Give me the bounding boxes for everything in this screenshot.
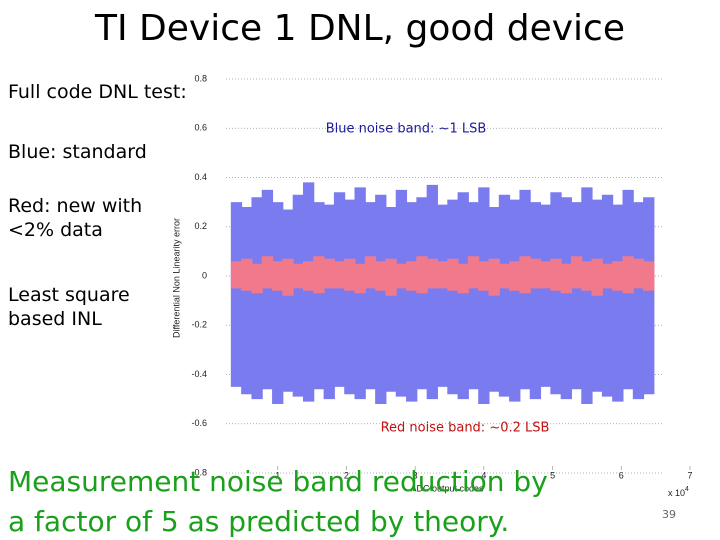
annotation: Blue noise band: ~1 LSB [326, 122, 487, 137]
x-scale: x 104 [668, 486, 689, 499]
y-tick-label: -0.2 [191, 320, 207, 330]
note: Blue: standard [8, 141, 147, 163]
y-tick-label: 0.6 [194, 123, 207, 133]
note: Red: new with <2% data [8, 195, 143, 241]
x-tick-label: 3 [413, 470, 418, 480]
x-tick-label: 7 [687, 470, 692, 480]
y-tick-label: -0.4 [191, 369, 207, 379]
x-tick-label: 4 [481, 470, 486, 480]
conclusion: Measurement noise band reduction by a fa… [8, 465, 548, 538]
page-number: 39 [662, 508, 676, 521]
y-tick-label: 0.8 [194, 73, 207, 83]
y-tick-label: -0.6 [191, 418, 207, 428]
x-scale-exponent: 4 [685, 486, 689, 493]
slide-title: TI Device 1 DNL, good device [95, 8, 625, 49]
y-axis-label: Differential Non Linearity error [171, 218, 181, 338]
x-tick-label: 1 [275, 470, 280, 480]
y-tick-label: 0 [202, 270, 207, 280]
x-axis-label: ADC output codes [410, 483, 484, 493]
series [230, 256, 655, 296]
series [230, 182, 655, 405]
note: Least square based INL [8, 284, 130, 330]
x-tick-label: 2 [344, 470, 349, 480]
x-tick-label: 6 [619, 470, 624, 480]
y-tick-label: -0.8 [191, 467, 207, 477]
x-scale-base: x 10 [668, 488, 685, 498]
note: Full code DNL test: [8, 81, 187, 103]
y-tick-label: 0.2 [194, 221, 207, 231]
x-tick-label: 5 [550, 470, 555, 480]
y-tick-label: 0.4 [194, 172, 207, 182]
annotation: Red noise band: ~0.2 LSB [381, 421, 550, 436]
